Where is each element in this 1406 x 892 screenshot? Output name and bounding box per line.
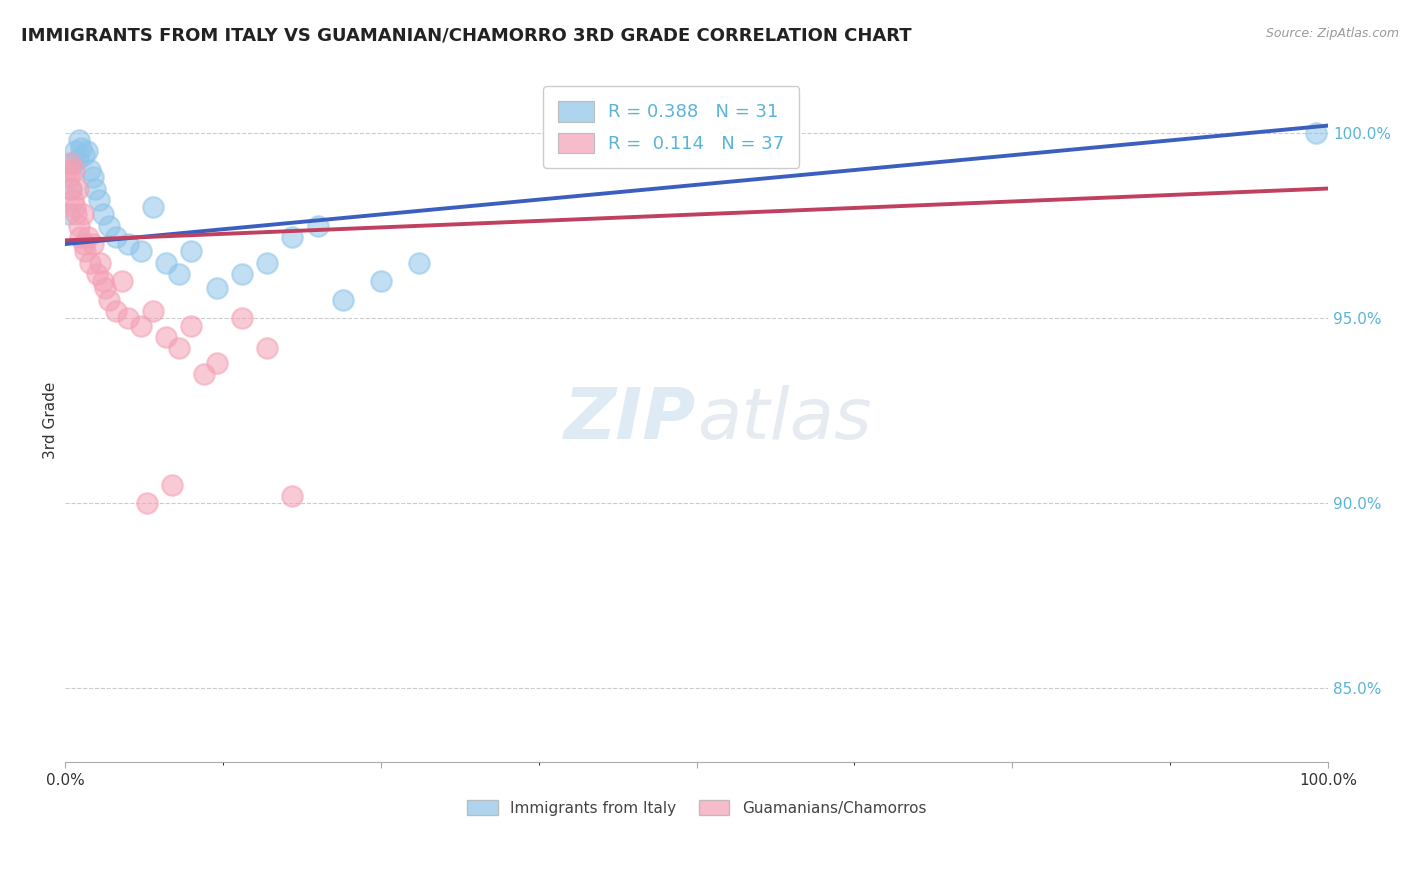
Point [98,219,121,233]
Point [167,341,190,355]
Point [89,193,111,207]
Point [180,318,202,333]
Point [75,244,97,259]
Point [65,207,87,221]
Point [67,219,90,233]
Point [76,145,98,159]
Point [307,219,329,233]
Point [136,496,159,510]
Point [67,133,90,147]
Point [58,170,80,185]
Point [91,274,114,288]
Point [76,229,98,244]
Text: ZIP: ZIP [564,385,696,454]
Point [60,181,83,195]
Point [281,489,304,503]
Text: atlas: atlas [696,385,872,454]
Point [72,207,94,221]
Text: Source: ZipAtlas.com: Source: ZipAtlas.com [1265,27,1399,40]
Point [98,293,121,307]
Point [256,255,278,269]
Point [281,229,304,244]
Point [155,329,177,343]
Point [155,255,177,269]
Point [69,229,91,244]
Point [66,181,89,195]
Point [84,181,107,195]
Point [60,181,83,195]
Point [82,170,104,185]
Point [117,237,139,252]
Point [1305,126,1327,140]
Point [117,311,139,326]
Point [193,367,215,381]
Point [104,229,127,244]
Point [205,355,228,369]
Y-axis label: 3rd Grade: 3rd Grade [44,381,58,458]
Point [79,163,101,178]
Point [332,293,354,307]
Point [56,163,79,178]
Legend: Immigrants from Italy, Guamanians/Chamorros: Immigrants from Italy, Guamanians/Chamor… [460,792,934,823]
Point [91,207,114,221]
Point [62,193,84,207]
Point [231,311,253,326]
Point [62,155,84,169]
Point [58,207,80,221]
Point [129,244,152,259]
Point [63,145,86,159]
Point [231,267,253,281]
Point [205,281,228,295]
Point [63,200,86,214]
Point [59,155,82,169]
Point [79,255,101,269]
Point [89,255,111,269]
Point [142,200,165,214]
Point [63,163,86,178]
Point [73,237,96,252]
Point [370,274,392,288]
Point [111,274,134,288]
Point [104,303,127,318]
Point [256,341,278,355]
Point [66,152,89,166]
Point [86,267,108,281]
Point [70,141,93,155]
Point [180,244,202,259]
Point [142,303,165,318]
Point [82,237,104,252]
Point [94,281,117,295]
Text: IMMIGRANTS FROM ITALY VS GUAMANIAN/CHAMORRO 3RD GRADE CORRELATION CHART: IMMIGRANTS FROM ITALY VS GUAMANIAN/CHAMO… [21,27,911,45]
Point [408,255,430,269]
Point [167,267,190,281]
Point [129,318,152,333]
Point [162,477,184,491]
Point [73,148,96,162]
